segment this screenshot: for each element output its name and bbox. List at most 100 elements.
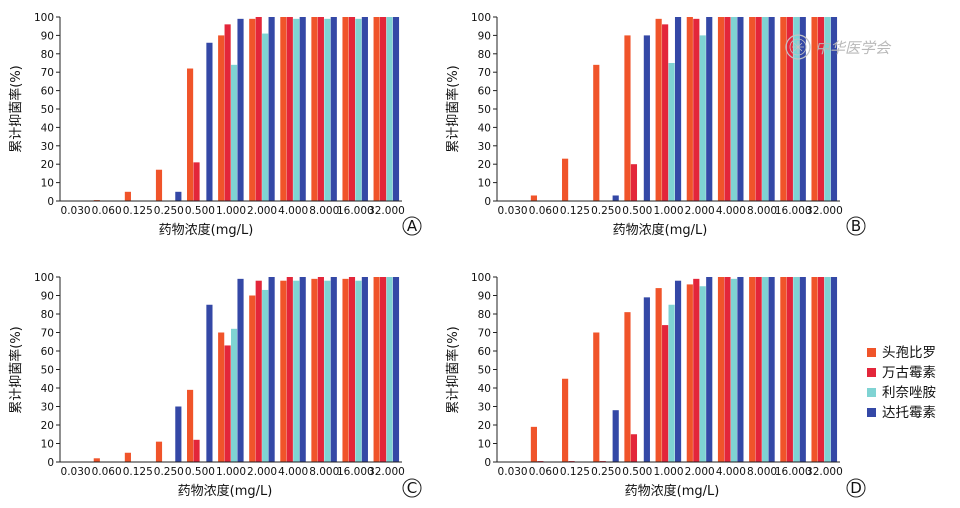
y-tick-label: 90 [41, 291, 54, 303]
y-tick-label: 0 [484, 457, 491, 469]
y-tick-label: 50 [41, 104, 54, 116]
x-tick-label: 1.000 [653, 466, 683, 478]
bar-a-s2-c10 [386, 17, 393, 201]
x-tick-label: 0.030 [498, 205, 528, 217]
bar-d-s3-c6 [706, 277, 713, 462]
bar-b-s1-c7 [724, 17, 731, 201]
watermark-text: 中华医学会 [815, 39, 892, 57]
y-tick-label: 10 [478, 439, 491, 451]
bar-d-s0-c2 [562, 378, 569, 462]
y-tick-label: 100 [471, 272, 491, 284]
bar-b-s1-c6 [693, 18, 700, 202]
x-tick-label: 0.500 [622, 205, 652, 217]
y-tick-label: 90 [478, 291, 491, 303]
x-tick-label: 4.000 [716, 466, 746, 478]
legend-swatch [867, 408, 876, 417]
x-tick-label: 0.500 [622, 466, 652, 478]
x-tick-label: 2.000 [247, 205, 277, 217]
bar-b-s1-c8 [755, 17, 762, 201]
x-tick-label: 0.125 [123, 205, 153, 217]
bar-a-s3-c6 [268, 17, 275, 201]
legend-swatch [867, 388, 876, 397]
bar-c-s0-c8 [311, 278, 318, 462]
y-tick-label: 40 [41, 122, 54, 134]
bar-a-s3-c9 [361, 17, 368, 201]
bar-a-s3-c8 [330, 17, 337, 201]
bar-d-s1-c10 [817, 277, 825, 462]
bar-c-s1-c5 [224, 345, 231, 462]
x-tick-label: 1.000 [653, 205, 683, 217]
y-tick-label: 10 [41, 439, 54, 451]
bar-b-s1-c9 [786, 17, 793, 201]
bar-d-s2-c10 [824, 277, 831, 462]
bar-c-s2-c5 [231, 328, 238, 462]
y-tick-label: 90 [41, 30, 54, 42]
bar-c-s0-c7 [280, 280, 287, 462]
x-tick-label: 8.000 [747, 205, 777, 217]
x-tick-label: 32.000 [368, 466, 405, 478]
legend-label: 万古霉素 [882, 365, 936, 381]
bar-b-s1-c10 [817, 17, 825, 201]
bar-c-s2-c7 [293, 280, 300, 462]
bar-a-s2-c8 [324, 18, 331, 202]
panel-c: 0 10 20 30 40 50 60 70 80 90 100 0.030 0.060 0.125 0.2… [8, 272, 422, 499]
y-tick-label: 100 [34, 272, 54, 284]
legend-item: 头孢比罗 [867, 345, 936, 361]
x-axis-title: 药物浓度(mg/L) [159, 222, 254, 238]
bar-d-s3-c3 [612, 410, 619, 462]
x-tick-label: 2.000 [685, 205, 715, 217]
y-axis-title: 累计抑菌率(%) [445, 65, 461, 153]
x-tick-label: 32.000 [806, 205, 843, 217]
bar-c-s0-c4 [187, 389, 194, 462]
x-tick-label: 2.000 [685, 466, 715, 478]
bar-b-s3-c4 [643, 35, 650, 202]
legend-item: 万古霉素 [867, 365, 936, 381]
bar-c-s3-c7 [299, 277, 306, 462]
bar-c-s0-c6 [249, 295, 256, 462]
bar-b-s3-c5 [674, 17, 682, 201]
x-tick-label: 0.125 [560, 205, 590, 217]
y-tick-label: 50 [478, 104, 491, 116]
y-tick-label: 80 [478, 49, 491, 61]
bar-a-s1-c6 [255, 17, 262, 201]
bar-a-s2-c9 [355, 18, 362, 202]
bar-b-s2-c9 [793, 17, 800, 201]
bar-a-s1-c4 [193, 162, 200, 201]
bar-d-s1-c4 [630, 434, 638, 462]
bar-a-s1-c5 [224, 24, 231, 201]
x-tick-label: 16.000 [337, 205, 374, 217]
x-tick-label: 0.030 [61, 205, 91, 217]
bar-c-s1-c8 [317, 277, 324, 462]
bar-d-s3-c9 [799, 277, 806, 462]
x-tick-label: 0.500 [185, 466, 215, 478]
bar-d-s0-c4 [624, 312, 631, 462]
y-tick-label: 20 [478, 159, 491, 171]
bar-a-s3-c5 [237, 18, 244, 202]
bar-c-s3-c8 [330, 277, 337, 462]
bar-b-s1-c5 [662, 24, 669, 201]
y-tick-label: 60 [41, 86, 54, 98]
y-tick-label: 100 [471, 12, 491, 24]
bar-d-s2-c9 [793, 277, 800, 462]
bar-b-s0-c10 [811, 17, 818, 201]
panel-letter-text: A [407, 217, 418, 235]
x-tick-label: 0.030 [61, 466, 91, 478]
x-axis-title: 药物浓度(mg/L) [625, 483, 720, 499]
bar-c-s1-c6 [255, 280, 262, 462]
panel-label: C [402, 478, 422, 498]
legend-label: 头孢比罗 [882, 345, 936, 361]
y-tick-label: 10 [478, 178, 491, 190]
bar-b-s3-c10 [830, 17, 838, 201]
bar-b-s2-c8 [762, 17, 769, 201]
y-tick-label: 70 [478, 67, 491, 79]
bar-c-s3-c5 [237, 278, 244, 462]
y-tick-label: 70 [41, 328, 54, 340]
x-tick-label: 0.060 [92, 466, 122, 478]
x-tick-label: 0.250 [154, 205, 184, 217]
y-tick-label: 80 [478, 309, 491, 321]
y-tick-label: 60 [478, 86, 491, 98]
bar-b-s0-c9 [780, 17, 787, 201]
panel-label: D [846, 478, 866, 498]
